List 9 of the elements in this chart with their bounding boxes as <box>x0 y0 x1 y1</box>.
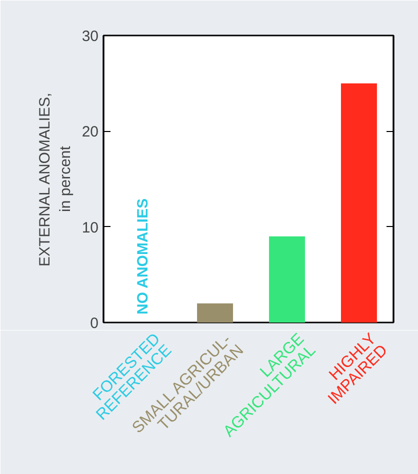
bar <box>340 83 377 322</box>
annotation: NO ANOMALIES <box>134 198 152 314</box>
y-tick-label: 10 <box>82 219 99 236</box>
bar <box>197 303 234 322</box>
y-axis-title: EXTERNAL ANOMALIES, in percent <box>36 92 74 267</box>
y-tick-label: 0 <box>90 315 98 332</box>
bar <box>269 236 305 322</box>
y-tick-label: 20 <box>82 124 99 141</box>
y-tick-label: 30 <box>82 28 99 45</box>
